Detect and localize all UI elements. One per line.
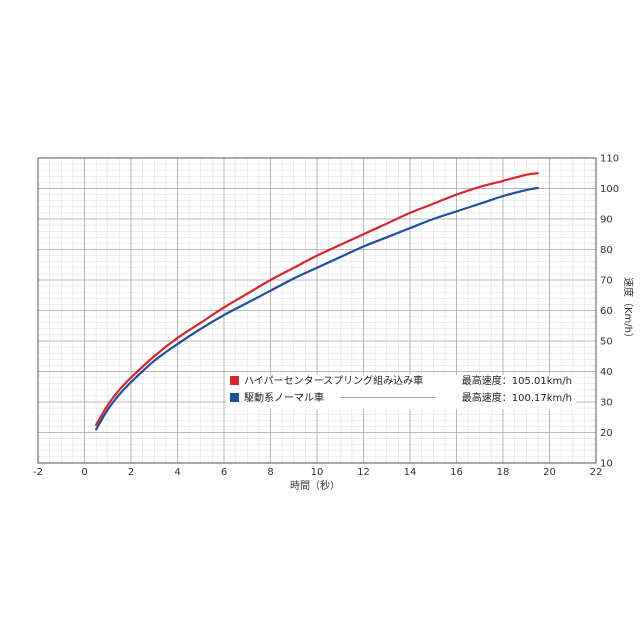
y-tick-label: 110 xyxy=(600,154,619,165)
x-axis-label: 時間（秒） xyxy=(290,479,340,492)
y-tick-label: 90 xyxy=(600,215,613,226)
plot-frame xyxy=(37,157,597,464)
x-tick-label: 14 xyxy=(404,467,417,478)
x-tick-labels: -2 0 2 4 6 8 10 12 14 16 18 20 22 xyxy=(33,467,602,478)
legend-swatch-red xyxy=(230,376,239,385)
y-tick-label: 80 xyxy=(600,245,613,256)
y-tick-label: 70 xyxy=(600,276,613,287)
y-tick-label: 60 xyxy=(600,306,613,317)
legend-label-normal: 駆動系ノーマル車 xyxy=(244,391,324,404)
x-tick-label: 16 xyxy=(450,467,463,478)
x-tick-label: 6 xyxy=(221,467,227,478)
series-line-hyper xyxy=(95,172,539,426)
legend-label-hyper: ハイパーセンタースプリング組み込み車 xyxy=(244,374,423,387)
legend-background xyxy=(226,375,576,409)
x-tick-label: 8 xyxy=(267,467,273,478)
legend-max-speed-normal: 最高速度：100.17km/h xyxy=(462,391,572,404)
legend-swatch-blue xyxy=(230,393,239,402)
y-axis-label: 速度（Km/h） xyxy=(622,277,635,343)
series-line-normal xyxy=(95,186,539,431)
legend-max-speed-hyper: 最高速度：105.01km/h xyxy=(462,374,572,387)
legend: ハイパーセンタースプリング組み込み車 最高速度：105.01km/h 駆動系ノー… xyxy=(226,374,576,409)
major-grid xyxy=(37,157,597,464)
x-tick-label: 20 xyxy=(543,467,556,478)
x-tick-label: 10 xyxy=(311,467,324,478)
y-tick-label: 40 xyxy=(600,367,613,378)
legend-item-normal: 駆動系ノーマル車 最高速度：100.17km/h xyxy=(230,391,572,404)
series-layer xyxy=(95,172,539,431)
x-tick-label: 2 xyxy=(128,467,134,478)
x-tick-label: -2 xyxy=(33,467,43,478)
x-tick-label: 12 xyxy=(357,467,370,478)
x-tick-label: 22 xyxy=(590,467,603,478)
y-tick-label: 10 xyxy=(600,459,613,470)
x-tick-label: 4 xyxy=(174,467,180,478)
y-tick-label: 50 xyxy=(600,337,613,348)
y-tick-label: 100 xyxy=(600,184,619,195)
x-tick-label: 18 xyxy=(497,467,510,478)
y-tick-label: 30 xyxy=(600,398,613,409)
y-tick-label: 20 xyxy=(600,428,613,439)
y-tick-labels: 10 20 30 40 50 60 70 80 90 100 110 xyxy=(600,154,619,470)
legend-item-hyper: ハイパーセンタースプリング組み込み車 最高速度：105.01km/h xyxy=(230,374,572,387)
x-tick-label: 0 xyxy=(81,467,87,478)
